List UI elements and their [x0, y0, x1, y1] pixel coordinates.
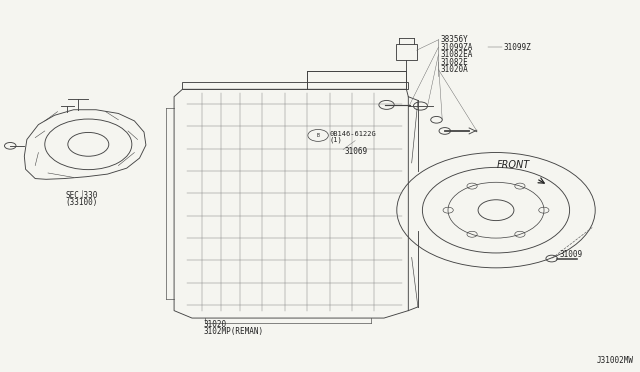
Text: 0B146-6122G: 0B146-6122G [330, 131, 376, 137]
Text: 31099ZA: 31099ZA [440, 43, 473, 52]
Text: 31099Z: 31099Z [503, 43, 531, 52]
Text: 3102MP(REMAN): 3102MP(REMAN) [204, 327, 264, 336]
Text: (33100): (33100) [66, 198, 98, 207]
Text: 38356Y: 38356Y [440, 35, 468, 44]
Text: 31082EA: 31082EA [440, 50, 473, 59]
Text: J31002MW: J31002MW [596, 356, 634, 365]
Text: (1): (1) [330, 137, 342, 143]
Text: FRONT: FRONT [497, 160, 530, 170]
Text: 31020: 31020 [204, 320, 227, 329]
Text: 31009: 31009 [559, 250, 582, 259]
Text: B: B [317, 133, 319, 138]
Text: 31082E: 31082E [440, 58, 468, 67]
Text: 31020A: 31020A [440, 65, 468, 74]
Text: SEC.330: SEC.330 [66, 191, 98, 200]
Text: 31069: 31069 [344, 147, 367, 156]
